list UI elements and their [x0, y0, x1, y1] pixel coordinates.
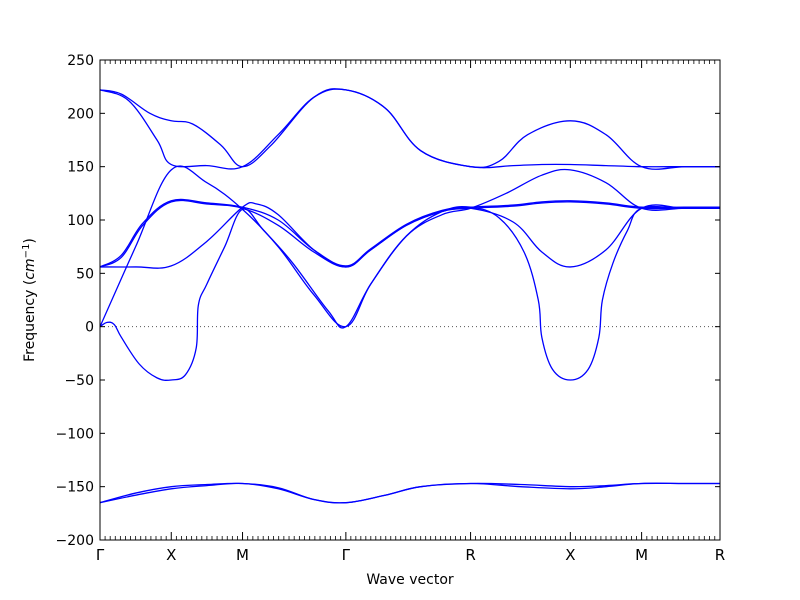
band-line-2 [100, 482, 720, 504]
x-tick-label-1: X [166, 546, 176, 564]
band-line-9 [100, 88, 720, 170]
y-tick-label: 0 [85, 320, 94, 336]
y-tick-label: −150 [56, 480, 94, 496]
y-tick-label: −50 [64, 373, 94, 389]
band-line-6 [100, 199, 720, 268]
y-tick-label: 50 [76, 266, 94, 282]
y-tick-label: 250 [67, 53, 94, 69]
y-axis-label-text: Frequency ( [22, 280, 38, 362]
y-axis-label-close: ) [22, 238, 38, 243]
y-tick-label: −100 [56, 426, 94, 442]
x-tick-label-6: M [635, 546, 648, 564]
y-axis-tick-labels: 250 200 150 100 50 0 −50 −100 −150 −200 [56, 53, 94, 549]
x-tick-label-4: R [465, 546, 475, 564]
y-axis-ticks [100, 59, 720, 541]
x-tick-label-0: Γ [96, 546, 105, 564]
plot-frame [99, 59, 721, 541]
y-tick-label: 100 [67, 213, 94, 229]
x-axis-ticks [99, 60, 721, 540]
y-tick-label: −200 [56, 533, 94, 549]
x-tick-label-3: Γ [342, 546, 351, 564]
x-axis-label: Wave vector [366, 572, 454, 588]
y-axis-label-exponent: −1 [21, 244, 32, 259]
phonon-band-lines [100, 88, 720, 504]
y-tick-label: 200 [67, 106, 94, 122]
y-axis-label-unit: cm [22, 258, 38, 279]
x-tick-label-7: R [715, 546, 725, 564]
x-tick-label-5: X [565, 546, 575, 564]
band-line-4 [100, 165, 720, 328]
x-tick-label-2: M [236, 546, 249, 564]
band-line-7 [100, 198, 720, 268]
y-axis-label: Frequency (cm−1) [21, 238, 39, 362]
y-tick-label: 150 [67, 160, 94, 176]
